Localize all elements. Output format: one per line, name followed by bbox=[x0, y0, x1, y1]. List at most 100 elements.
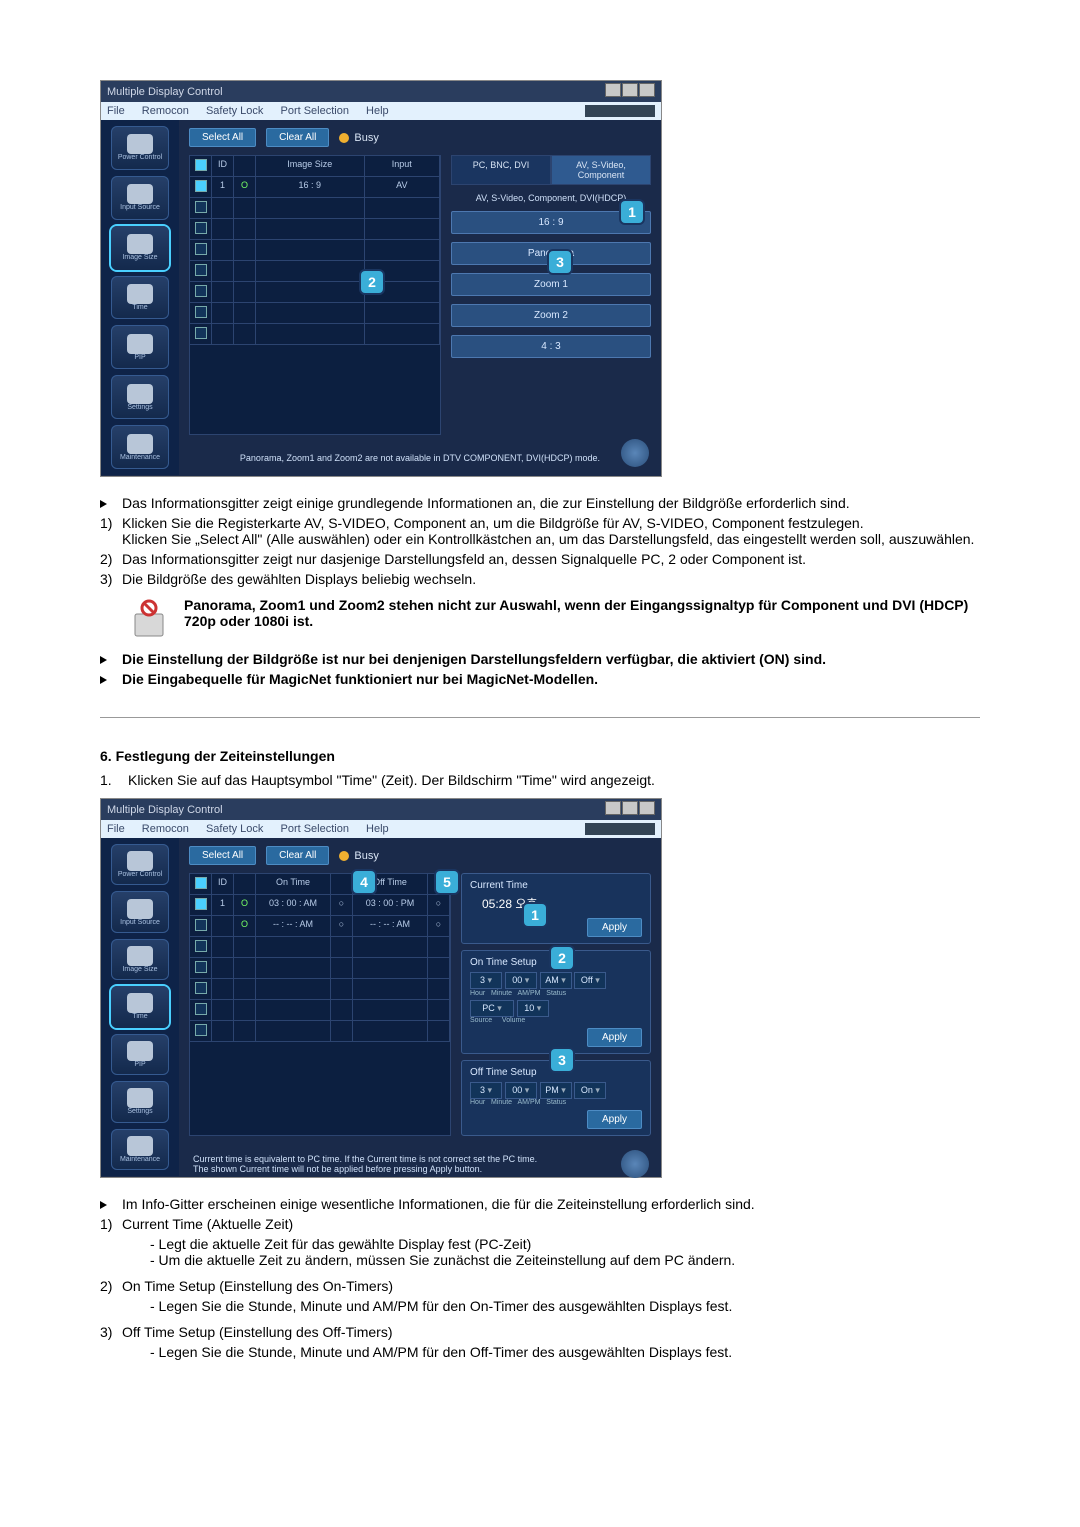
current-time-value: 05:28 오후 bbox=[482, 895, 642, 912]
divider bbox=[100, 717, 980, 718]
bullet-icon bbox=[100, 495, 122, 511]
callout-5: 5 bbox=[436, 871, 458, 893]
sidebar-power[interactable]: Power Control bbox=[111, 126, 169, 170]
sidebar-imagesize[interactable]: Image Size bbox=[111, 226, 169, 270]
off-hour[interactable]: 3 bbox=[470, 1082, 502, 1099]
off-status[interactable]: On bbox=[574, 1082, 606, 1099]
sidebar-input[interactable]: Input Source bbox=[111, 891, 169, 932]
select-all-button[interactable]: Select All bbox=[189, 128, 256, 147]
source-tabs: PC, BNC, DVI AV, S-Video, Component bbox=[451, 155, 651, 185]
sidebar-pip[interactable]: PIP bbox=[111, 325, 169, 369]
busy-indicator: Busy bbox=[339, 850, 378, 862]
window-title: Multiple Display Control bbox=[107, 804, 223, 816]
select-all-button[interactable]: Select All bbox=[189, 846, 256, 865]
sidebar-time[interactable]: Time bbox=[111, 276, 169, 320]
menu-safety[interactable]: Safety Lock bbox=[206, 105, 263, 117]
menu-port[interactable]: Port Selection bbox=[280, 105, 348, 117]
options-panel: PC, BNC, DVI AV, S-Video, Component AV, … bbox=[451, 155, 651, 435]
clear-all-button[interactable]: Clear All bbox=[266, 128, 329, 147]
note-text: Panorama, Zoom1 und Zoom2 stehen nicht z… bbox=[184, 597, 980, 629]
sidebar-imagesize[interactable]: Image Size bbox=[111, 939, 169, 980]
window-title-bar: Multiple Display Control bbox=[101, 799, 661, 820]
off-ampm[interactable]: PM bbox=[540, 1082, 572, 1099]
sidebar-settings[interactable]: Settings bbox=[111, 375, 169, 419]
footer-note: Panorama, Zoom1 and Zoom2 are not availa… bbox=[179, 445, 661, 475]
toolbar: Select All Clear All Busy bbox=[179, 838, 661, 873]
apply-button[interactable]: Apply bbox=[587, 918, 642, 937]
apply-button[interactable]: Apply bbox=[587, 1028, 642, 1047]
clear-all-button[interactable]: Clear All bbox=[266, 846, 329, 865]
sidebar-pip[interactable]: PIP bbox=[111, 1034, 169, 1075]
menu-port[interactable]: Port Selection bbox=[280, 823, 348, 835]
doc2-3a: - Legen Sie die Stunde, Minute und AM/PM… bbox=[150, 1344, 980, 1360]
menu-file[interactable]: File bbox=[107, 823, 125, 835]
tab-pc[interactable]: PC, BNC, DVI bbox=[451, 155, 551, 185]
on-min[interactable]: 00 bbox=[505, 972, 537, 989]
screenshot-time: Multiple Display Control File Remocon Sa… bbox=[100, 798, 662, 1178]
menu-bar: File Remocon Safety Lock Port Selection … bbox=[101, 102, 661, 120]
brand-logo bbox=[585, 105, 655, 117]
callout-1: 1 bbox=[524, 904, 546, 926]
para-2: 2) Das Informationsgitter zeigt nur dasj… bbox=[100, 551, 980, 567]
menu-help[interactable]: Help bbox=[366, 105, 389, 117]
tab-av[interactable]: AV, S-Video, Component bbox=[551, 155, 651, 185]
sidebar-settings[interactable]: Settings bbox=[111, 1081, 169, 1122]
sidebar-power[interactable]: Power Control bbox=[111, 844, 169, 885]
page: Multiple Display Control File Remocon Sa… bbox=[0, 0, 1080, 1420]
doc2-3: 3) Off Time Setup (Einstellung des Off-T… bbox=[100, 1324, 980, 1340]
sidebar-input[interactable]: Input Source bbox=[111, 176, 169, 220]
doc2-1b: - Um die aktuelle Zeit zu ändern, müssen… bbox=[150, 1252, 980, 1268]
doc2-2: 2) On Time Setup (Einstellung des On-Tim… bbox=[100, 1278, 980, 1294]
window-buttons bbox=[604, 801, 655, 818]
sec6-item1: 1. Klicken Sie auf das Hauptsymbol "Time… bbox=[100, 772, 980, 788]
window-buttons bbox=[604, 83, 655, 100]
info-grid: ID On Time Off Time 1O03 : 00 : AM○03 : … bbox=[189, 873, 451, 1136]
opt-zoom2[interactable]: Zoom 2 bbox=[451, 304, 651, 327]
time-panels: Current Time 05:28 오후 Apply On Time Setu… bbox=[461, 873, 651, 1136]
window-title: Multiple Display Control bbox=[107, 86, 223, 98]
apply-button[interactable]: Apply bbox=[587, 1110, 642, 1129]
section-6-heading: 6. Festlegung der Zeiteinstellungen bbox=[100, 748, 980, 764]
para-b1: Die Einstellung der Bildgröße ist nur be… bbox=[100, 651, 980, 667]
busy-indicator: Busy bbox=[339, 132, 378, 144]
doc2-intro: Im Info-Gitter erscheinen einige wesentl… bbox=[100, 1196, 980, 1212]
on-source[interactable]: PC bbox=[470, 1000, 514, 1017]
off-time-panel: Off Time Setup 3 00 PM On Hour Minute A bbox=[461, 1060, 651, 1136]
opt-43[interactable]: 4 : 3 bbox=[451, 335, 651, 358]
info-grid: ID Image Size Input 1O16 : 9AV bbox=[189, 155, 441, 435]
menu-remocon[interactable]: Remocon bbox=[142, 823, 189, 835]
menu-file[interactable]: File bbox=[107, 105, 125, 117]
doc2-1: 1) Current Time (Aktuelle Zeit) bbox=[100, 1216, 980, 1232]
callout-3: 3 bbox=[551, 1049, 573, 1071]
doc2-2a: - Legen Sie die Stunde, Minute und AM/PM… bbox=[150, 1298, 980, 1314]
menu-help[interactable]: Help bbox=[366, 823, 389, 835]
footer-note: Current time is equivalent to PC time. I… bbox=[179, 1146, 661, 1186]
callout-2: 2 bbox=[551, 947, 573, 969]
bullet-icon bbox=[100, 651, 122, 667]
sidebar-maint[interactable]: Maintenance bbox=[111, 1129, 169, 1170]
para-3: 3) Die Bildgröße des gewählten Displays … bbox=[100, 571, 980, 587]
screenshot-image-size: Multiple Display Control File Remocon Sa… bbox=[100, 80, 662, 477]
on-status[interactable]: Off bbox=[574, 972, 606, 989]
toolbar: Select All Clear All Busy bbox=[179, 120, 661, 155]
note-icon bbox=[128, 597, 170, 641]
off-min[interactable]: 00 bbox=[505, 1082, 537, 1099]
sidebar: Power Control Input Source Image Size Ti… bbox=[101, 120, 179, 475]
callout-2: 2 bbox=[361, 271, 383, 293]
window-title-bar: Multiple Display Control bbox=[101, 81, 661, 102]
note-block: Panorama, Zoom1 und Zoom2 stehen nicht z… bbox=[128, 597, 980, 641]
para-1: 1) Klicken Sie die Registerkarte AV, S-V… bbox=[100, 515, 980, 547]
on-hour[interactable]: 3 bbox=[470, 972, 502, 989]
info-icon bbox=[621, 1150, 649, 1178]
callout-1: 1 bbox=[621, 201, 643, 223]
info-icon bbox=[621, 439, 649, 467]
on-ampm[interactable]: AM bbox=[540, 972, 572, 989]
on-volume[interactable]: 10 bbox=[517, 1000, 549, 1017]
menu-safety[interactable]: Safety Lock bbox=[206, 823, 263, 835]
sidebar-time[interactable]: Time bbox=[111, 986, 169, 1027]
callout-3: 3 bbox=[549, 251, 571, 273]
doc2-1a: - Legt die aktuelle Zeit für das gewählt… bbox=[150, 1236, 980, 1252]
opt-zoom1[interactable]: Zoom 1 bbox=[451, 273, 651, 296]
menu-remocon[interactable]: Remocon bbox=[142, 105, 189, 117]
sidebar-maint[interactable]: Maintenance bbox=[111, 425, 169, 469]
